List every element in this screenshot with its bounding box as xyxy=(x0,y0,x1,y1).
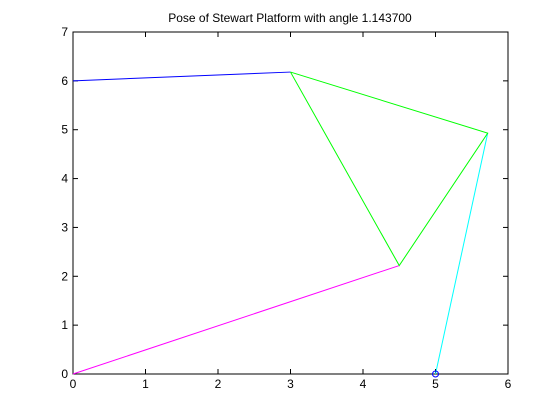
x-tick-label: 2 xyxy=(215,377,222,391)
chart-title: Pose of Stewart Platform with angle 1.14… xyxy=(168,11,412,25)
y-tick-label: 7 xyxy=(61,25,68,39)
y-tick-label: 0 xyxy=(61,367,68,381)
y-tick-label: 6 xyxy=(61,74,68,88)
series-line-1 xyxy=(72,265,400,375)
series-line-0 xyxy=(72,71,291,82)
point-marker-0 xyxy=(432,370,439,378)
marker-layer xyxy=(432,370,439,378)
axis-ticks: 0 1 2 3 4 5 6 0 1 2 3 4 5 6 7 xyxy=(61,25,511,391)
y-tick-label: 2 xyxy=(61,269,68,283)
y-tick-label: 5 xyxy=(61,123,68,137)
x-tick-label: 5 xyxy=(432,377,439,391)
y-tick-label: 3 xyxy=(61,220,68,234)
y-tick-label: 1 xyxy=(61,318,68,332)
x-tick-label: 0 xyxy=(70,377,77,391)
x-tick-label: 1 xyxy=(142,377,149,391)
x-tick-label: 4 xyxy=(360,377,367,391)
x-tick-label: 6 xyxy=(505,377,512,391)
x-tick-label: 3 xyxy=(287,377,294,391)
plot-area xyxy=(72,31,509,375)
series-line-2 xyxy=(435,133,489,375)
series-line-3 xyxy=(290,71,489,267)
series-layer xyxy=(72,71,489,375)
y-tick-label: 4 xyxy=(61,172,68,186)
